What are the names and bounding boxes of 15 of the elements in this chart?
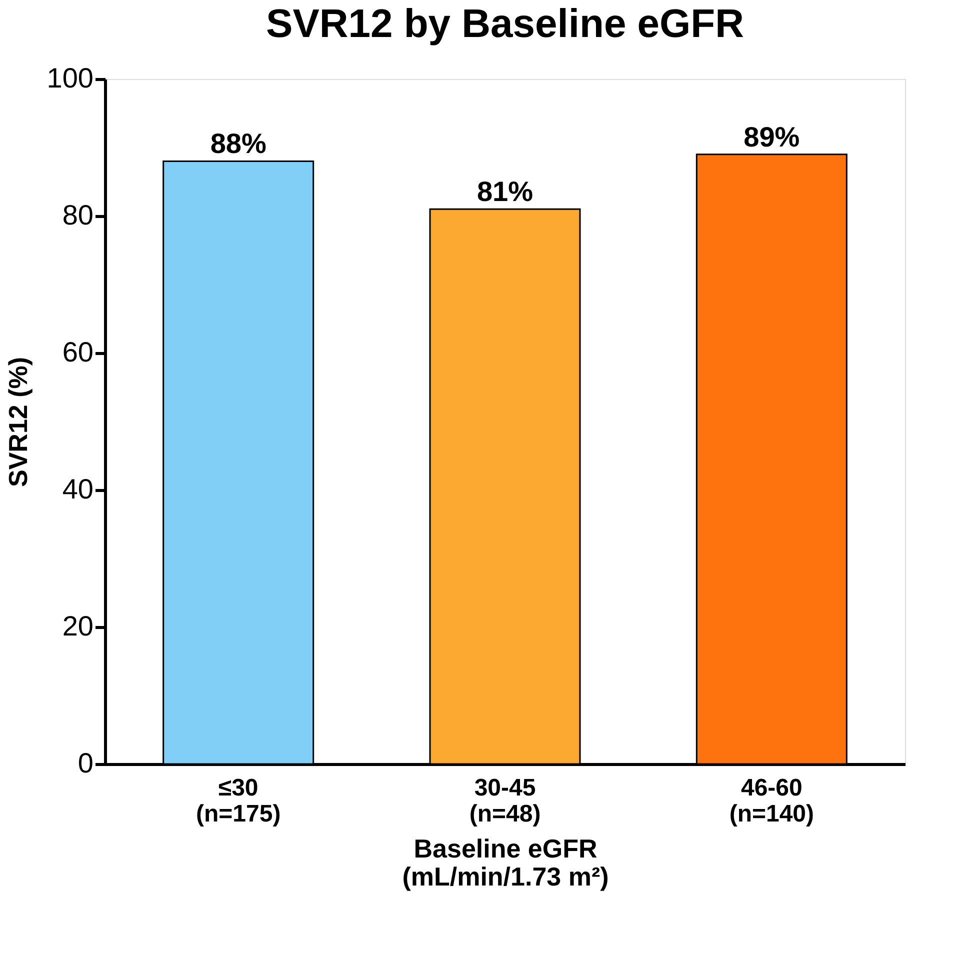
data-label: 89%: [744, 121, 800, 152]
y-tick-label: 100: [46, 62, 94, 94]
data-label: 81%: [476, 176, 534, 208]
y-tick-label: 60: [62, 336, 94, 368]
y-tick-label: 20: [62, 610, 94, 642]
y-tick-label: 80: [62, 200, 94, 230]
x-axis-title: Baseline eGFR (mL/min/1.73 m²): [402, 834, 609, 892]
chart-title: SVR12 by Baseline eGFR: [266, 2, 744, 46]
y-axis-title: SVR12 (%): [2, 356, 33, 488]
y-tick-label: 40: [62, 474, 94, 504]
x-tick-label: 30-45 (n=48): [469, 774, 541, 828]
x-tick-label: ≤30 (n=175): [196, 774, 281, 828]
data-label: 88%: [210, 128, 266, 160]
y-tick-label: 0: [78, 748, 94, 778]
x-tick-label: 46-60 (n=140): [729, 774, 814, 828]
